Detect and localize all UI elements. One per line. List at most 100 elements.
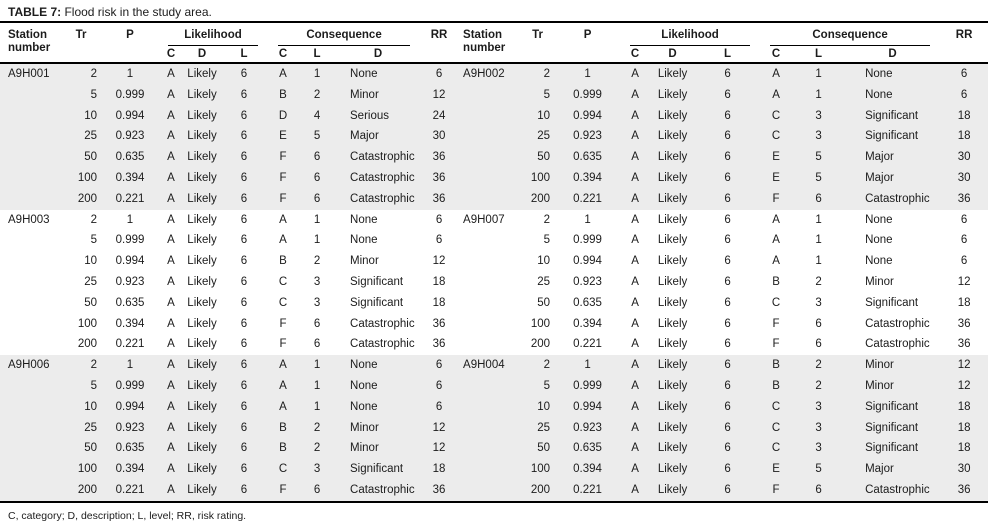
cell-station-number <box>458 126 520 147</box>
cell-p: 0.923 <box>115 130 145 143</box>
cell-likelihood-d: Likely <box>187 109 217 122</box>
cell-p: 0.394 <box>573 171 602 184</box>
cell-consequence-d: Significant <box>865 109 919 122</box>
cell-p: 0.221 <box>573 192 602 205</box>
table-row: 25 0.923 A Likely 6 B 2 Minor 12 25 0.923 A Likely 6 C… <box>0 417 988 439</box>
cell-likelihood-c: A <box>167 379 175 392</box>
cell-consequence-l: 1 <box>815 68 822 80</box>
cell-likelihood-c: A <box>167 296 175 309</box>
cell-likelihood-l: 6 <box>240 192 248 205</box>
table-header: Station number Tr P Likelihood Consequen… <box>0 23 988 64</box>
cell-tr: 10 <box>84 255 97 268</box>
cell-consequence-c: A <box>279 234 287 247</box>
cell-likelihood-c: A <box>631 296 639 309</box>
cell-likelihood-l: 6 <box>724 234 731 247</box>
likelihood-group-label: Likelihood <box>630 29 751 46</box>
cell-station-number <box>0 314 60 335</box>
cell-tr: 5 <box>90 234 97 247</box>
table-row: 25 0.923 A Likely 6 C 3 Significant 18 25 0.923 A Li… <box>0 272 988 293</box>
cell-rr: 12 <box>957 275 971 288</box>
cell-likelihood-c: A <box>158 479 184 503</box>
cell-likelihood-l: 6 <box>724 463 731 476</box>
cell-consequence-c: A <box>772 234 780 247</box>
table-row: 5 0.999 A Likely 6 A 1 None 6 5 0.999 A Likely 6 B 2 Min… <box>0 375 988 397</box>
cell-likelihood-l: 6 <box>240 68 248 80</box>
cell-likelihood-c: A <box>167 463 175 476</box>
cell-consequence-l: 2 <box>313 442 321 455</box>
table-row: A9H001 2 1 A Likely 6 A 1 None 6 A9H002 2 1 A Likely 6 A… <box>0 63 988 85</box>
cell-tr: 2 <box>543 68 551 80</box>
cell-p: 0.635 <box>115 296 145 309</box>
cell-tr: 25 <box>84 421 97 434</box>
cell-consequence-d: Catastrophic <box>350 192 415 205</box>
cell-likelihood-d: Likely <box>657 400 688 413</box>
cell-likelihood-d: Likely <box>187 317 217 330</box>
cell-p: 0.394 <box>573 317 602 330</box>
cell-p: 0.635 <box>573 296 602 309</box>
cell-tr: 50 <box>84 151 97 164</box>
cell-station-number <box>458 85 520 106</box>
cell-station-number <box>0 106 60 127</box>
cell-tr: 25 <box>84 275 97 288</box>
cell-station-number <box>458 251 520 272</box>
cell-p: 0.923 <box>573 130 602 143</box>
cell-station-number <box>458 147 520 168</box>
cell-tr: 10 <box>537 400 551 413</box>
cell-likelihood-l: 6 <box>240 296 248 309</box>
cell-likelihood-d: Likely <box>657 68 688 80</box>
cell-p: 0.994 <box>115 400 145 413</box>
cell-consequence-l: 6 <box>298 479 337 503</box>
cell-likelihood-l: 6 <box>724 442 731 455</box>
cell-likelihood-l: 6 <box>240 338 248 351</box>
cell-rr: 36 <box>957 192 971 205</box>
cell-tr: 2 <box>543 359 551 372</box>
cell-station-number <box>0 418 60 439</box>
cell-tr: 5 <box>543 379 551 392</box>
cell-p: 0.635 <box>573 151 602 164</box>
cell-consequence-d: Significant <box>350 275 404 288</box>
cell-likelihood-d: Likely <box>657 275 688 288</box>
cell-consequence-l: 6 <box>313 171 321 184</box>
cell-p: 0.999 <box>573 88 602 101</box>
col-header-station-number: Station number <box>458 23 521 64</box>
cell-consequence-d: Significant <box>350 296 404 309</box>
table-body: A9H001 2 1 A Likely 6 A 1 None 6 A9H002 2 1 A Likely 6 A… <box>0 63 988 503</box>
consequence-group-label: Consequence <box>770 29 931 46</box>
cell-likelihood-c: A <box>167 171 175 184</box>
cell-likelihood-l: 6 <box>724 171 731 184</box>
cell-consequence-l: 2 <box>815 379 822 392</box>
cell-consequence-c: C <box>771 109 781 122</box>
cell-likelihood-l: 6 <box>240 213 248 226</box>
cell-station-number <box>0 479 60 503</box>
cell-station-number <box>458 459 520 480</box>
table-row: 50 0.635 A Likely 6 C 3 Significant 18 50 0.635 A Li… <box>0 293 988 314</box>
cell-consequence-l: 3 <box>815 296 822 309</box>
cell-p: 0.923 <box>573 275 602 288</box>
cell-consequence-c: E <box>772 463 780 476</box>
table-row: 50 0.635 A Likely 6 F 6 Catastrophic 36 50 0.635 A L… <box>0 147 988 168</box>
cell-likelihood-l: 6 <box>724 296 731 309</box>
cell-tr: 100 <box>77 171 97 184</box>
cell-tr: 200 <box>77 338 97 351</box>
cell-consequence-l: 5 <box>815 151 822 164</box>
table-row: 200 0.221 A Likely 6 F 6 Catastrophic 36 200 0.221… <box>0 334 988 355</box>
cell-consequence-d: None <box>350 68 378 80</box>
col-header-p: P <box>102 23 158 64</box>
cell-consequence-c: F <box>279 151 287 164</box>
cell-p: 0.394 <box>115 463 145 476</box>
cell-likelihood-d: Likely <box>187 421 217 434</box>
cell-likelihood-d: Likely <box>187 171 217 184</box>
cell-tr: 2 <box>90 359 97 372</box>
cell-consequence-d: Catastrophic <box>336 479 421 503</box>
cell-likelihood-d: Likely <box>187 130 217 143</box>
cell-likelihood-d: Likely <box>187 151 217 164</box>
cell-likelihood-d: Likely <box>657 88 688 101</box>
cell-likelihood-l: 6 <box>240 275 248 288</box>
cell-consequence-c: B <box>279 421 287 434</box>
cell-rr: 6 <box>435 400 443 413</box>
col-header-consequence-group: Consequence <box>760 23 940 46</box>
cell-consequence-c: F <box>279 171 287 184</box>
cell-consequence-c: B <box>772 359 780 372</box>
cell-likelihood-d: Likely <box>187 213 217 226</box>
cell-rr: 6 <box>435 213 443 226</box>
